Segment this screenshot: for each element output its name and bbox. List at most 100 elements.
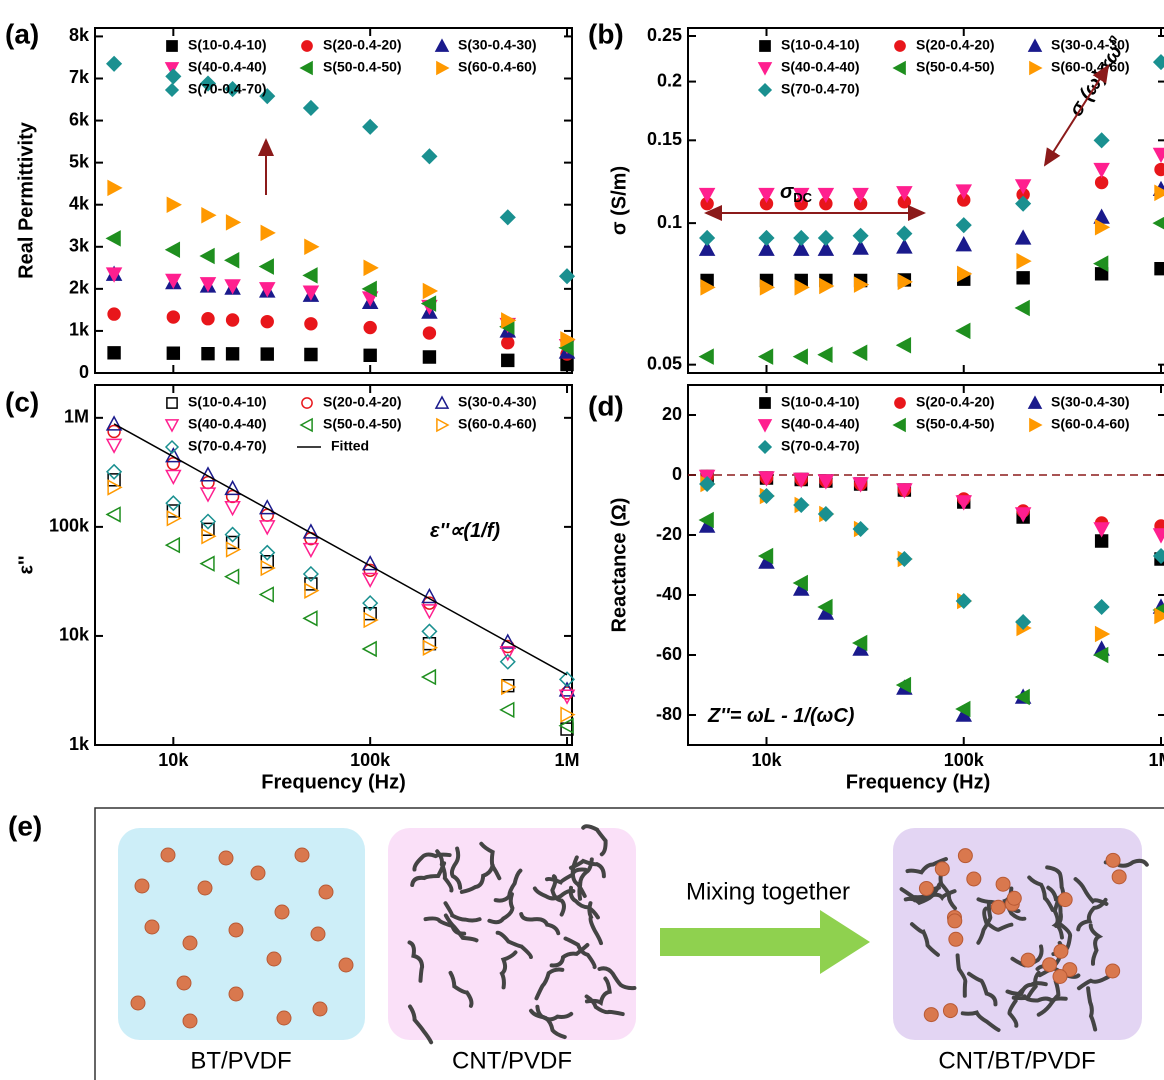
point [363,320,377,335]
y-tick-label: 1k [69,734,90,754]
legend-label: Fitted [331,438,369,454]
cnt-strand [410,861,447,887]
annotation: ε''∝(1/f) [430,520,500,542]
point [558,717,574,735]
point [224,80,241,98]
point [302,542,320,559]
y-axis-label: Real Permittivity [15,121,37,279]
point [107,479,123,496]
x-tick-label: 10k [158,750,189,770]
bt-particle [218,850,234,866]
point [1014,507,1032,523]
box-label: CNT/BT/PVDF [938,1047,1095,1074]
cnt-strand [412,852,452,872]
point [852,227,869,244]
point [792,574,808,592]
panel-label: (c) [5,386,39,417]
point [955,592,972,610]
point [165,273,182,290]
cnt-strand [532,886,576,901]
point [199,555,215,572]
y-tick-label: -40 [656,584,682,604]
point [757,547,774,565]
legend-label: S(60-0.4-60) [458,59,537,75]
cnt-strand [568,858,606,879]
point [302,565,319,583]
point [1014,229,1032,245]
bt-particle [1052,968,1068,984]
legend-label: S(20-0.4-20) [323,37,402,53]
diagram-frame [94,807,1164,1080]
cnt-strand [544,867,588,885]
point [361,640,377,658]
y-tick-label: 0 [672,464,682,484]
plot-frame [687,27,1164,374]
point [201,346,215,361]
point [817,598,833,616]
cnt-strand [1073,877,1109,906]
point [817,346,833,363]
y-tick-label: -20 [656,524,682,544]
bt-particle [1042,957,1058,973]
point [955,217,972,234]
point [817,505,834,523]
point [957,265,973,283]
point [499,653,516,670]
point [1016,252,1032,270]
point [105,230,121,247]
legend-swatch [164,62,180,76]
point [1014,688,1030,706]
point [224,500,241,517]
x-tick-label: 1M [1149,750,1164,770]
annotation-sub: DC [793,190,812,205]
y-tick-label: 0.15 [647,129,682,149]
legend-swatch [164,439,180,455]
box-label: BT/PVDF [190,1047,291,1074]
legend-label: S(70-0.4-70) [781,81,860,97]
bt-particle [182,935,198,951]
x-axis-label: Frequency (Hz) [261,771,405,793]
point [501,312,517,329]
point [817,229,834,246]
cnt-strand [581,824,608,857]
legend-label: S(40-0.4-40) [781,59,860,75]
point [794,279,810,296]
point [258,258,274,275]
legend-swatch [1027,395,1043,409]
legend-label: S(20-0.4-20) [323,394,402,410]
legend-label: S(10-0.4-10) [781,37,860,53]
cnt-strand [584,994,625,1017]
bt-particle [1105,852,1121,868]
y-tick-label: 0 [79,362,89,382]
point [199,513,217,530]
bt-particle [274,904,290,920]
bt-particle [942,1003,958,1019]
point [698,348,714,365]
point [792,348,808,365]
cnt-strand [1076,897,1108,932]
bt-particle [228,922,244,938]
legend-swatch [894,397,906,409]
panel-label: (e) [8,810,42,841]
point [817,187,835,204]
y-tick-label: -80 [656,704,682,724]
point [165,68,182,85]
point [698,511,714,529]
point [501,678,517,696]
point [302,267,318,284]
bt-particle [957,848,973,864]
legend-swatch [759,397,771,409]
bt-particle [228,986,244,1002]
point [420,668,437,686]
legend-swatch [166,397,178,409]
point [1094,175,1109,190]
cnt-strand [479,841,502,881]
point [166,196,182,213]
cnt-strand [960,1010,1001,1032]
cnt-strand [966,971,998,1007]
cnt-strand [519,912,561,936]
bt-particle [966,871,982,887]
mix-arrow [660,910,870,974]
bt-particle [144,919,160,935]
legend-swatch [892,60,906,76]
